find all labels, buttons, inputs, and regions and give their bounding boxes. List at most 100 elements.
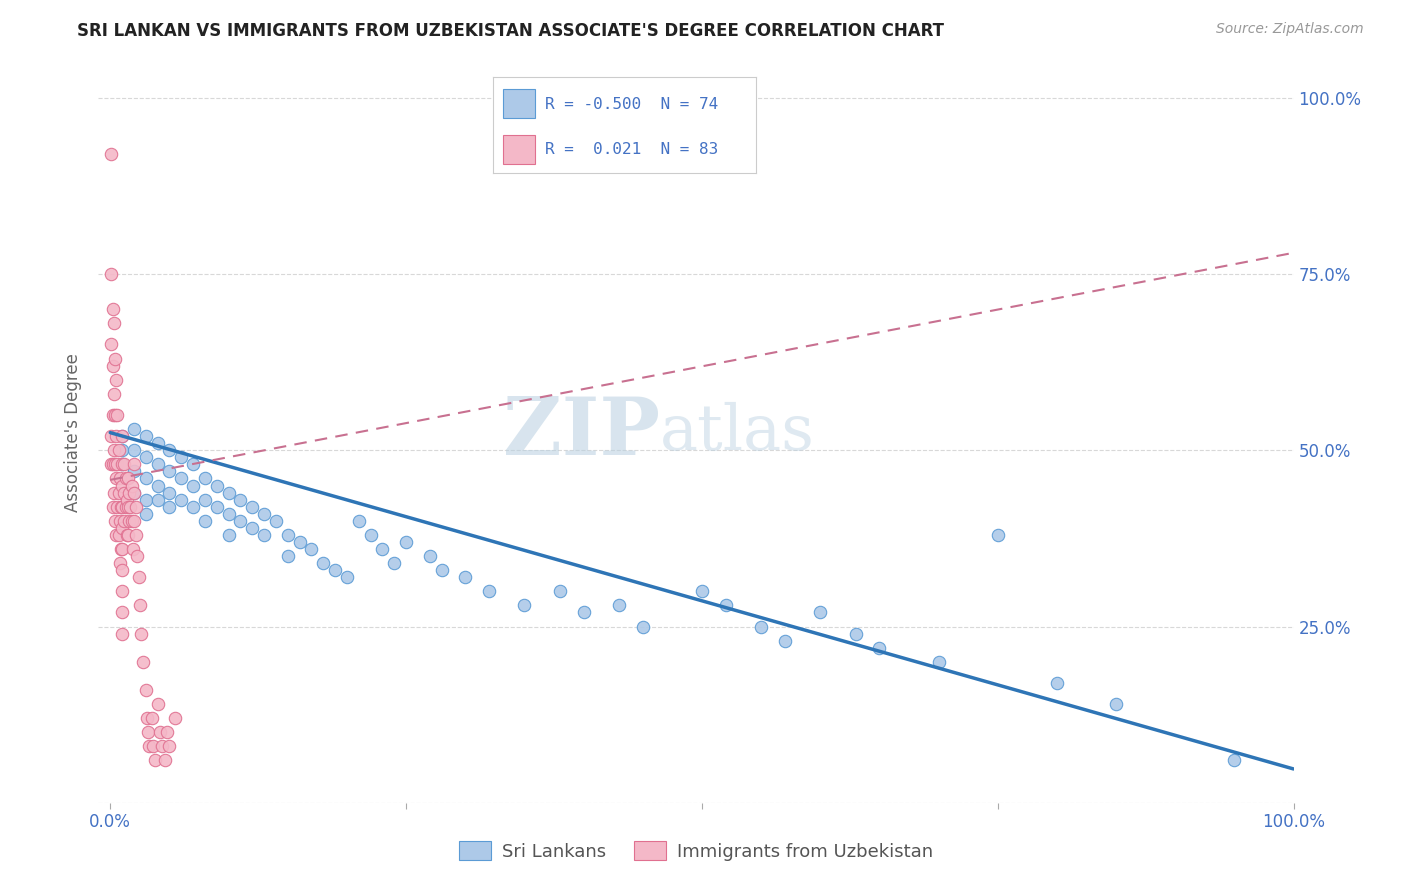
Point — [513, 599, 536, 613]
Point — [253, 507, 276, 521]
Point — [240, 521, 263, 535]
Point — [100, 267, 122, 281]
Point — [264, 514, 287, 528]
Point — [360, 528, 382, 542]
Point — [194, 492, 217, 507]
Point — [104, 514, 127, 528]
Point — [105, 408, 128, 422]
Point — [631, 619, 654, 633]
Point — [135, 683, 157, 698]
Point — [111, 500, 134, 514]
Point — [122, 485, 145, 500]
Point — [277, 549, 299, 563]
Point — [146, 478, 169, 492]
Point — [548, 584, 571, 599]
Point — [150, 739, 173, 754]
Point — [135, 429, 157, 443]
Point — [122, 443, 145, 458]
Point — [607, 599, 630, 613]
Point — [419, 549, 441, 563]
Point — [323, 563, 346, 577]
Point — [146, 458, 169, 472]
Point — [218, 485, 240, 500]
Point — [773, 633, 796, 648]
Point — [808, 606, 831, 620]
Point — [114, 500, 136, 514]
Point — [101, 359, 124, 373]
Point — [157, 739, 180, 754]
Point — [101, 458, 124, 472]
Point — [111, 584, 134, 599]
Point — [138, 739, 160, 754]
Point — [105, 528, 128, 542]
Point — [430, 563, 453, 577]
Point — [111, 478, 134, 492]
Point — [101, 302, 124, 317]
Point — [122, 485, 145, 500]
Point — [146, 697, 169, 711]
Point — [395, 535, 418, 549]
Point — [118, 485, 141, 500]
Point — [135, 507, 157, 521]
Point — [128, 570, 150, 584]
Point — [111, 458, 134, 472]
Point — [122, 464, 145, 478]
Point — [205, 500, 228, 514]
Point — [101, 500, 124, 514]
Y-axis label: Associate's Degree: Associate's Degree — [65, 353, 83, 512]
Point — [122, 514, 145, 528]
Point — [103, 387, 125, 401]
Point — [105, 429, 128, 443]
Text: ZIP: ZIP — [503, 393, 661, 472]
Point — [114, 458, 136, 472]
Point — [122, 422, 145, 436]
Point — [127, 549, 149, 563]
Point — [749, 619, 772, 633]
Point — [1223, 754, 1246, 768]
Point — [108, 556, 131, 570]
Point — [277, 528, 299, 542]
Point — [120, 500, 142, 514]
Point — [690, 584, 713, 599]
Point — [170, 492, 193, 507]
Point — [987, 528, 1010, 542]
Point — [128, 599, 150, 613]
Point — [100, 458, 122, 472]
Point — [157, 485, 180, 500]
Point — [218, 507, 240, 521]
Point — [156, 725, 179, 739]
Point — [146, 436, 169, 450]
Point — [129, 626, 152, 640]
Point — [111, 521, 134, 535]
Text: atlas: atlas — [661, 402, 815, 463]
Point — [100, 147, 122, 161]
Point — [136, 725, 159, 739]
Point — [347, 514, 370, 528]
Point — [253, 528, 276, 542]
Point — [149, 725, 172, 739]
Point — [105, 373, 128, 387]
Point — [240, 500, 263, 514]
Point — [104, 408, 127, 422]
Point — [371, 541, 394, 556]
Point — [135, 492, 157, 507]
Legend: Sri Lankans, Immigrants from Uzbekistan: Sri Lankans, Immigrants from Uzbekistan — [451, 834, 941, 868]
Point — [845, 626, 868, 640]
Point — [136, 711, 159, 725]
Point — [170, 450, 193, 465]
Point — [157, 464, 180, 478]
Point — [117, 528, 139, 542]
Point — [132, 655, 155, 669]
Point — [105, 500, 128, 514]
Point — [111, 563, 134, 577]
Point — [108, 471, 131, 485]
Point — [146, 492, 169, 507]
Point — [312, 556, 335, 570]
Point — [454, 570, 477, 584]
Point — [100, 337, 122, 351]
Point — [115, 492, 138, 507]
Point — [100, 429, 122, 443]
Point — [103, 443, 125, 458]
Point — [108, 514, 131, 528]
Point — [141, 711, 163, 725]
